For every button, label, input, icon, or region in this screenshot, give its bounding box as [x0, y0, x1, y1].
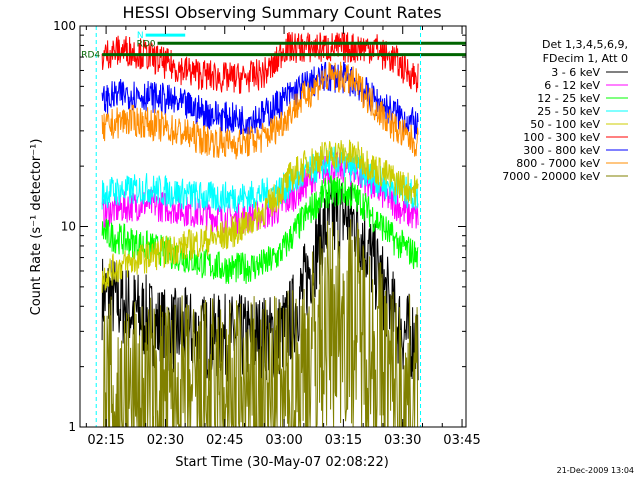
legend-label-12-25-kev: 12 - 25 keV	[537, 92, 600, 105]
legend: Det 1,3,4,5,6,9,FDecim 1, Att 03 - 6 keV…	[502, 38, 628, 183]
axes: 02:15 02:30 02:45 03:00 03:15 03:30 03:45 1 10 10…	[53, 19, 481, 448]
x-tick-label: 02:15	[87, 433, 124, 448]
plot-area: RD0 RD4 N	[81, 26, 466, 427]
legend-label-3-6-kev: 3 - 6 keV	[551, 66, 600, 79]
legend-label-6-12-kev: 6 - 12 keV	[544, 79, 600, 92]
series-line-800-7000-kev	[101, 61, 419, 160]
y-tick-label: 100	[53, 19, 76, 33]
y-tick-label: 1	[68, 420, 76, 434]
legend-label-800-7000-kev: 800 - 7000 keV	[516, 157, 600, 170]
y-tick-label: 10	[61, 220, 76, 234]
legend-label-50-100-kev: 50 - 100 keV	[530, 118, 600, 131]
x-tick-label: 02:45	[206, 433, 243, 448]
series-line-50-100-kev	[101, 139, 419, 293]
legend-header: Det 1,3,4,5,6,9,	[542, 38, 628, 51]
footer-date: 21-Dec-2009 13:04	[557, 466, 634, 475]
x-tick-label: 02:30	[147, 433, 184, 448]
annotation-label-rd0: RD0	[137, 39, 156, 49]
x-tick-label: 03:45	[443, 433, 480, 448]
legend-label-25-50-kev: 25 - 50 keV	[537, 105, 600, 118]
legend-label-100-300-kev: 100 - 300 keV	[523, 131, 600, 144]
legend-label-300-800-kev: 300 - 800 keV	[523, 144, 600, 157]
series-line-7000-20000-kev	[102, 219, 419, 427]
x-tick-label: 03:30	[384, 433, 421, 448]
legend-label-7000-20000-kev: 7000 - 20000 keV	[502, 170, 600, 183]
chart-title: HESSI Observing Summary Count Rates	[122, 3, 441, 22]
y-axis-label: Count Rate (s⁻¹ detector⁻¹)	[29, 139, 44, 316]
legend-header: FDecim 1, Att 0	[543, 52, 628, 65]
x-tick-label: 03:15	[325, 433, 362, 448]
annotation-label-rd4: RD4	[81, 51, 100, 61]
x-tick-label: 03:00	[265, 433, 302, 448]
x-axis-label: Start Time (30-May-07 02:08:22)	[175, 455, 389, 470]
annotation-label-n: N	[137, 31, 144, 41]
